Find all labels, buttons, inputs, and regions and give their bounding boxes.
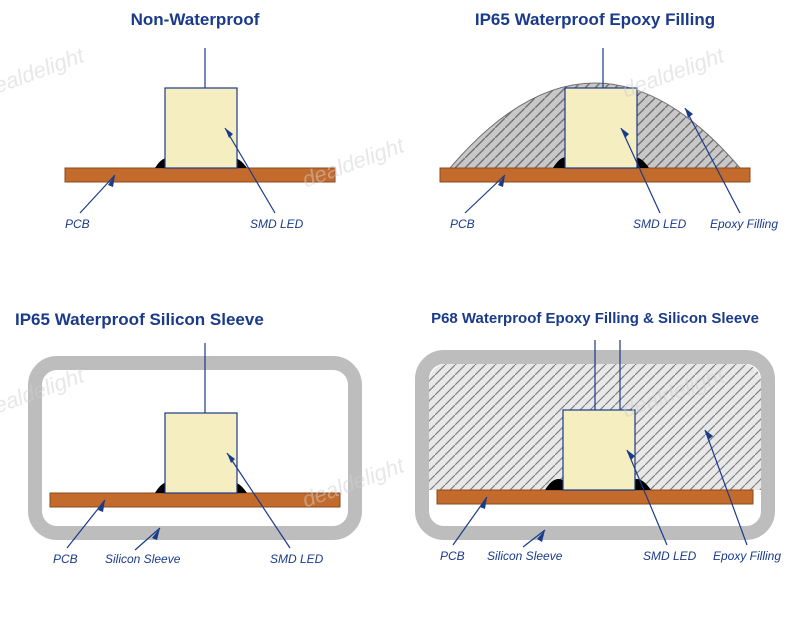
diagram-ip68-both: PCB Silicon Sleeve SMD LED Epoxy Filling bbox=[395, 335, 795, 565]
panel-title: P68 Waterproof Epoxy Filling & Silicon S… bbox=[395, 310, 795, 327]
sleeve-label: Silicon Sleeve bbox=[487, 549, 563, 563]
panel-ip68-both: P68 Waterproof Epoxy Filling & Silicon S… bbox=[395, 310, 795, 610]
diagram-grid: Non-Waterproof PCB SMD LED bbox=[0, 0, 800, 620]
sleeve-label: Silicon Sleeve bbox=[105, 552, 181, 566]
pcb-label: PCB bbox=[450, 217, 475, 231]
led-label: SMD LED bbox=[270, 552, 324, 566]
panel-ip65-sleeve: IP65 Waterproof Silicon Sleeve bbox=[5, 310, 385, 610]
diagram-non-waterproof: PCB SMD LED bbox=[5, 38, 385, 268]
panel-title: IP65 Waterproof Silicon Sleeve bbox=[5, 310, 385, 330]
led-label: SMD LED bbox=[643, 549, 697, 563]
pcb-label: PCB bbox=[53, 552, 78, 566]
panel-title: IP65 Waterproof Epoxy Filling bbox=[395, 10, 795, 30]
epoxy-label: Epoxy Filling bbox=[713, 549, 781, 563]
panel-title: Non-Waterproof bbox=[5, 10, 385, 30]
led-label: SMD LED bbox=[633, 217, 687, 231]
pcb-label: PCB bbox=[65, 217, 90, 231]
led-label: SMD LED bbox=[250, 217, 304, 231]
panel-ip65-epoxy: IP65 Waterproof Epoxy Filling bbox=[395, 10, 795, 290]
pcb-label: PCB bbox=[440, 549, 465, 563]
epoxy-label: Epoxy Filling bbox=[710, 217, 778, 231]
panel-non-waterproof: Non-Waterproof PCB SMD LED bbox=[5, 10, 385, 290]
diagram-ip65-epoxy: PCB SMD LED Epoxy Filling bbox=[395, 38, 795, 268]
diagram-ip65-sleeve: PCB Silicon Sleeve SMD LED bbox=[5, 338, 385, 568]
